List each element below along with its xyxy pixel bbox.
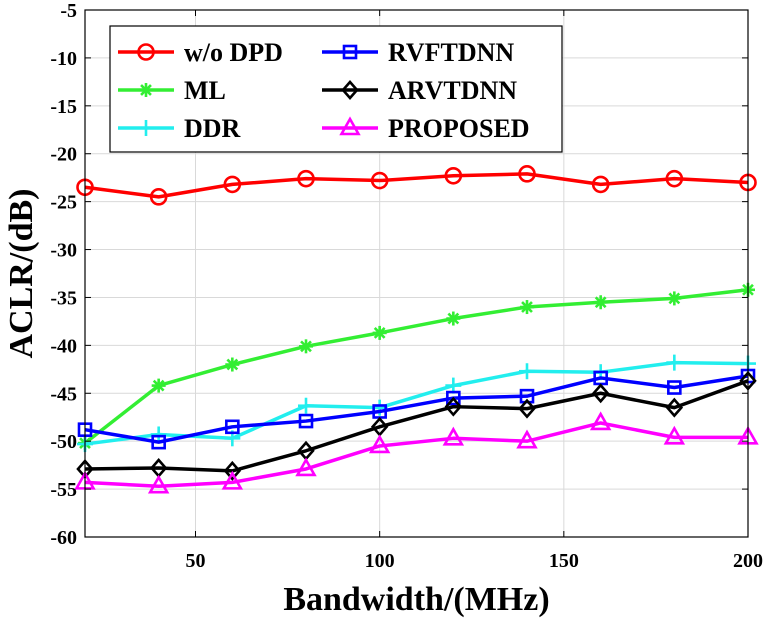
data-point-proposed	[147, 474, 170, 494]
data-point-proposed	[221, 470, 244, 490]
data-point-w-o-dpd	[444, 166, 463, 185]
x-axis-label: Bandwidth/(MHz)	[283, 581, 549, 618]
data-point-proposed	[295, 457, 317, 477]
y-tick-label: -10	[50, 48, 77, 70]
series-line-ml	[83, 288, 749, 445]
legend-label: DDR	[184, 114, 241, 143]
series-ml	[78, 282, 755, 451]
series-line-arvtdnn	[84, 379, 749, 473]
y-tick-label: -30	[50, 240, 77, 262]
series-rvftdnn	[77, 368, 756, 450]
y-tick-label: -5	[60, 0, 77, 22]
legend-label: PROPOSED	[388, 114, 530, 143]
y-tick-label: -50	[50, 431, 77, 453]
data-point-rvftdnn	[298, 413, 314, 429]
data-point-ml	[667, 291, 682, 306]
data-point-w-o-dpd	[665, 169, 684, 188]
y-tick-label: -55	[50, 479, 77, 501]
series-w-o-dpd	[76, 165, 757, 206]
data-point-arvtdnn	[444, 396, 463, 417]
legend-label: RVFTDNN	[388, 38, 514, 67]
legend-marker	[139, 83, 153, 97]
legend-entry: ML	[118, 76, 226, 105]
legend-entry: PROPOSED	[322, 114, 530, 143]
series-line-rvftdnn	[84, 374, 749, 444]
y-tick-label: -45	[50, 383, 77, 405]
series-line-w-o-dpd	[84, 172, 749, 199]
x-tick-label: 100	[365, 550, 395, 572]
legend-marker	[342, 44, 358, 60]
legend-marker	[339, 116, 361, 136]
data-point-arvtdnn	[591, 383, 610, 404]
data-point-w-o-dpd	[223, 175, 242, 194]
data-point-proposed	[663, 425, 686, 445]
x-tick-label: 200	[733, 550, 763, 572]
y-tick-label: -15	[50, 96, 77, 118]
data-point-ml	[299, 339, 313, 354]
legend: w/o DPD ML DDR RVFTDNN ARVTDNN PROPOSED	[109, 25, 563, 153]
legend-label: ARVTDNN	[388, 76, 517, 105]
x-tick-label: 50	[186, 550, 206, 572]
legend-entry: DDR	[118, 114, 241, 143]
y-tick-label: -40	[50, 335, 77, 357]
y-axis-label: ACLR/(dB)	[3, 188, 40, 358]
data-point-ml	[372, 325, 387, 340]
data-point-ml	[225, 357, 240, 372]
legend-entry: RVFTDNN	[322, 38, 514, 67]
series-proposed	[74, 411, 759, 494]
legend-marker	[341, 80, 359, 100]
data-point-rvftdnn	[225, 419, 240, 435]
data-point-ddr	[150, 426, 167, 443]
legend-marker	[138, 120, 154, 136]
series-layer	[74, 165, 759, 494]
x-tick-label: 150	[549, 550, 579, 572]
data-point-arvtdnn	[223, 460, 242, 481]
data-point-w-o-dpd	[591, 175, 610, 194]
axes-box	[84, 9, 749, 538]
legend-entry: ARVTDNN	[322, 76, 517, 105]
data-point-proposed	[368, 434, 391, 454]
data-point-arvtdnn	[665, 397, 684, 418]
y-tick-label: -25	[50, 192, 77, 214]
y-tick-label: -20	[50, 144, 77, 166]
data-point-ddr	[519, 363, 535, 380]
data-point-ml	[151, 378, 166, 393]
data-point-proposed	[589, 411, 612, 431]
data-point-w-o-dpd	[370, 171, 389, 190]
legend-label: w/o DPD	[184, 38, 283, 67]
data-point-ml	[520, 300, 534, 315]
data-point-rvftdnn	[667, 380, 682, 395]
series-line-proposed	[84, 421, 748, 488]
data-point-ml	[446, 311, 461, 326]
legend-label: ML	[184, 76, 226, 105]
y-tick-label: -60	[50, 527, 77, 549]
data-point-ml	[593, 295, 608, 310]
data-point-rvftdnn	[151, 434, 166, 450]
series-line-ddr	[84, 360, 749, 446]
data-point-w-o-dpd	[297, 169, 315, 188]
data-point-ddr	[666, 354, 683, 371]
y-tick-label: -35	[50, 287, 77, 309]
legend-marker	[137, 43, 155, 61]
data-point-proposed	[516, 429, 538, 449]
data-point-ddr	[298, 397, 314, 414]
series-arvtdnn	[76, 370, 757, 481]
data-point-w-o-dpd	[149, 188, 168, 206]
data-point-w-o-dpd	[518, 165, 536, 183]
ticks: 50 100 150 200 -60 -55 -50 -45 -40 -35 -30 -25 -20 -1…	[50, 0, 763, 572]
data-point-arvtdnn	[518, 398, 536, 419]
data-point-proposed	[442, 426, 465, 446]
data-point-rvftdnn	[446, 390, 461, 406]
legend-entry: w/o DPD	[118, 38, 283, 67]
